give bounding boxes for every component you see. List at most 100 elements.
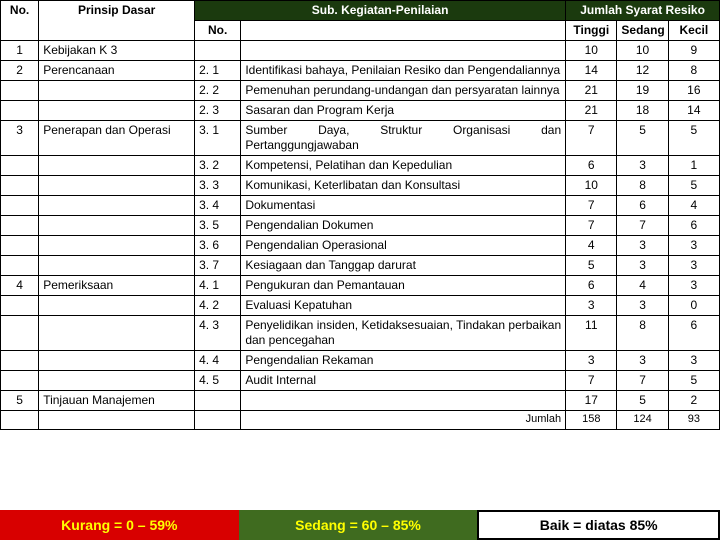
cell-prinsip: Pemeriksaan (39, 276, 195, 296)
cell-prinsip: Kebijakan K 3 (39, 41, 195, 61)
table-row: 4. 3Penyelidikan insiden, Ketidaksesuaia… (1, 316, 720, 351)
cell-sedang: 10 (617, 41, 668, 61)
cell-tinggi: 11 (566, 316, 617, 351)
cell-desc: Pengendalian Rekaman (241, 351, 566, 371)
cell-subno: 3. 3 (195, 176, 241, 196)
cell-sedang: 7 (617, 371, 668, 391)
cell-subno: 3. 7 (195, 256, 241, 276)
cell-desc: Penyelidikan insiden, Ketidaksesuaian, T… (241, 316, 566, 351)
cell-tinggi: 21 (566, 101, 617, 121)
cell-subno: 2. 3 (195, 101, 241, 121)
cell-subno: 4. 3 (195, 316, 241, 351)
table-row: 3. 6Pengendalian Operasional433 (1, 236, 720, 256)
cell-desc: Identifikasi bahaya, Penilaian Resiko da… (241, 61, 566, 81)
col-no: No. (1, 1, 39, 41)
cell-tinggi: 17 (566, 391, 617, 411)
cell-sedang: 12 (617, 61, 668, 81)
cell-kecil: 16 (668, 81, 719, 101)
cell-sedang: 6 (617, 196, 668, 216)
cell-prinsip (39, 256, 195, 276)
cell-desc: Kesiagaan dan Tanggap darurat (241, 256, 566, 276)
cell-desc: Pengendalian Operasional (241, 236, 566, 256)
table-row: 3Penerapan dan Operasi3. 1Sumber Daya, S… (1, 121, 720, 156)
cell-sedang: 5 (617, 121, 668, 156)
legend-baik: Baik = diatas 85% (477, 510, 720, 540)
cell-subno (195, 391, 241, 411)
jumlah-cell: 93 (668, 411, 719, 430)
cell-kecil: 0 (668, 296, 719, 316)
cell-no (1, 296, 39, 316)
main-table: No. Prinsip Dasar Sub. Kegiatan-Penilaia… (0, 0, 720, 430)
cell-desc: Pengendalian Dokumen (241, 216, 566, 236)
cell-no (1, 256, 39, 276)
table-row: 2Perencanaan2. 1Identifikasi bahaya, Pen… (1, 61, 720, 81)
cell-tinggi: 7 (566, 121, 617, 156)
cell-subno (195, 41, 241, 61)
table-row: 2. 2Pemenuhan perundang-undangan dan per… (1, 81, 720, 101)
cell-prinsip: Tinjauan Manajemen (39, 391, 195, 411)
col-risk: Jumlah Syarat Resiko (566, 1, 720, 21)
cell-prinsip (39, 216, 195, 236)
cell-tinggi: 4 (566, 236, 617, 256)
cell-subno: 3. 4 (195, 196, 241, 216)
cell-sedang: 5 (617, 391, 668, 411)
cell-no (1, 236, 39, 256)
cell-no (1, 351, 39, 371)
cell-kecil: 5 (668, 371, 719, 391)
jumlah-cell: 124 (617, 411, 668, 430)
cell-sedang: 8 (617, 176, 668, 196)
cell-no: 4 (1, 276, 39, 296)
cell-no (1, 216, 39, 236)
col-subno: No. (195, 21, 241, 41)
cell-tinggi: 7 (566, 216, 617, 236)
cell-sedang: 3 (617, 296, 668, 316)
cell-kecil: 3 (668, 276, 719, 296)
cell-prinsip (39, 101, 195, 121)
table-row: 4. 2Evaluasi Kepatuhan330 (1, 296, 720, 316)
cell-no (1, 371, 39, 391)
cell-desc: Sumber Daya, Struktur Organisasi dan Per… (241, 121, 566, 156)
cell-no (1, 81, 39, 101)
cell-desc: Dokumentasi (241, 196, 566, 216)
cell-desc: Kompetensi, Pelatihan dan Kepedulian (241, 156, 566, 176)
cell-tinggi: 3 (566, 296, 617, 316)
jumlah-row: Jumlah15812493 (1, 411, 720, 430)
table-row: 3. 4Dokumentasi764 (1, 196, 720, 216)
cell-subno: 3. 6 (195, 236, 241, 256)
cell-tinggi: 10 (566, 176, 617, 196)
jumlah-cell: Jumlah (241, 411, 566, 430)
cell-tinggi: 14 (566, 61, 617, 81)
cell-tinggi: 7 (566, 196, 617, 216)
table-row: 3. 5Pengendalian Dokumen776 (1, 216, 720, 236)
cell-sedang: 3 (617, 351, 668, 371)
cell-kecil: 9 (668, 41, 719, 61)
cell-kecil: 5 (668, 121, 719, 156)
cell-tinggi: 6 (566, 156, 617, 176)
cell-no (1, 101, 39, 121)
cell-prinsip (39, 296, 195, 316)
cell-no (1, 316, 39, 351)
cell-tinggi: 21 (566, 81, 617, 101)
col-sub: Sub. Kegiatan-Penilaian (195, 1, 566, 21)
table-row: 1Kebijakan K 310109 (1, 41, 720, 61)
cell-no: 3 (1, 121, 39, 156)
col-sedang: Sedang (617, 21, 668, 41)
cell-sedang: 19 (617, 81, 668, 101)
jumlah-cell: 158 (566, 411, 617, 430)
cell-kecil: 8 (668, 61, 719, 81)
cell-desc: Sasaran dan Program Kerja (241, 101, 566, 121)
table-row: 4. 5Audit Internal775 (1, 371, 720, 391)
legend-kurang: Kurang = 0 – 59% (0, 510, 239, 540)
cell-subno: 3. 1 (195, 121, 241, 156)
cell-prinsip (39, 316, 195, 351)
cell-kecil: 6 (668, 316, 719, 351)
cell-desc (241, 391, 566, 411)
cell-sedang: 4 (617, 276, 668, 296)
cell-desc: Pengukuran dan Pemantauan (241, 276, 566, 296)
cell-subno: 4. 1 (195, 276, 241, 296)
cell-sedang: 7 (617, 216, 668, 236)
cell-subno: 3. 5 (195, 216, 241, 236)
cell-prinsip (39, 371, 195, 391)
table-row: 4. 4Pengendalian Rekaman333 (1, 351, 720, 371)
cell-kecil: 4 (668, 196, 719, 216)
